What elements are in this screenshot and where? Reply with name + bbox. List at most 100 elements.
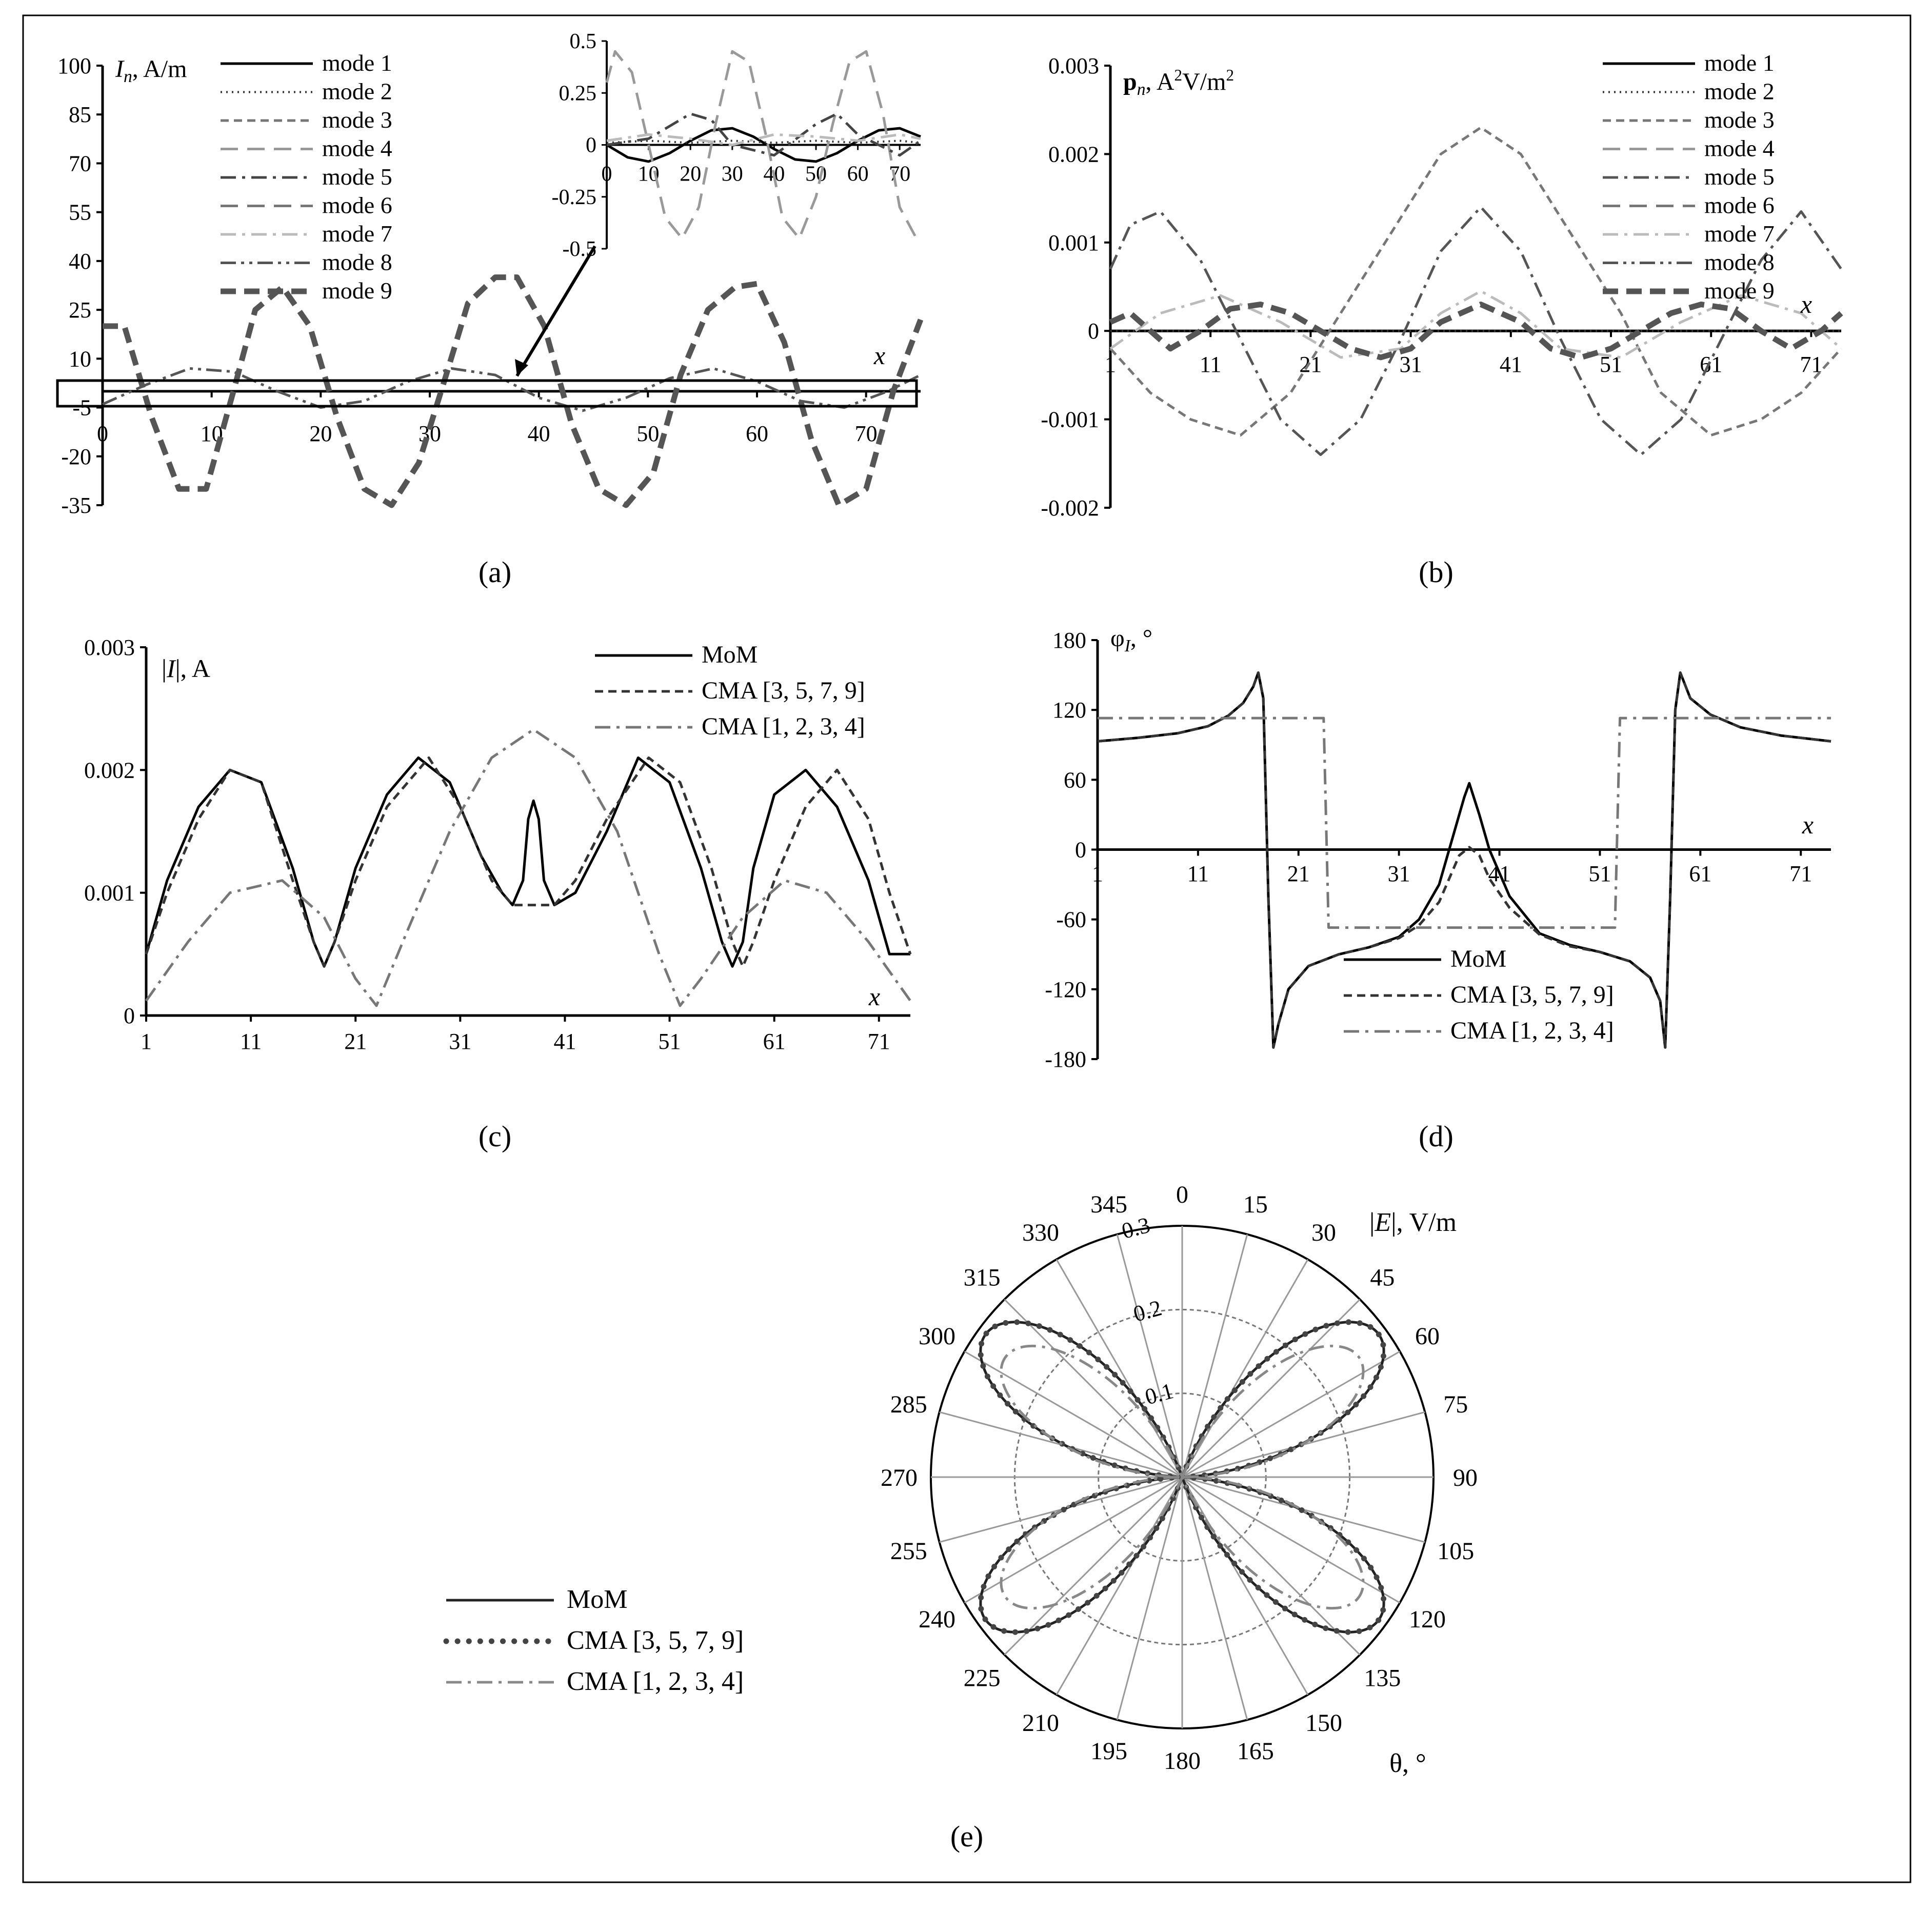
- theta-tick-label: 255: [890, 1538, 927, 1565]
- x-tick-label: 1: [1092, 861, 1103, 886]
- series-mode-9: [1109, 302, 1843, 361]
- x-tick-label: 31: [449, 1029, 471, 1054]
- panel-label-d: (d): [1419, 1120, 1453, 1153]
- series-mode-5: [1109, 206, 1843, 456]
- series-cma-3-5-7-9-: [1097, 671, 1831, 1049]
- legend-entry: mode 6: [1704, 192, 1775, 218]
- y-tick-label: -5: [72, 395, 91, 421]
- y-tick-label: 55: [69, 200, 91, 225]
- x-axis-label: x: [868, 982, 880, 1011]
- y-tick-label: 0: [1075, 838, 1086, 863]
- legend-entry: mode 8: [1704, 249, 1775, 275]
- x-tick-label: 1: [1105, 352, 1116, 377]
- polar-spoke: [1004, 1299, 1183, 1478]
- theta-tick-label: 315: [964, 1264, 1001, 1291]
- y-tick-label: 100: [57, 53, 91, 78]
- panel-label-b: (b): [1419, 555, 1453, 589]
- legend-entry: mode 7: [322, 221, 392, 247]
- legend-entry: mode 3: [1704, 107, 1775, 133]
- theta-tick-label: 210: [1022, 1709, 1059, 1737]
- y-tick-label: -60: [1056, 907, 1086, 932]
- r-axis-label-symbol: E: [1374, 1208, 1391, 1237]
- x-tick-label: 41: [553, 1029, 576, 1054]
- theta-tick-label: 345: [1090, 1191, 1127, 1218]
- legend-entry: CMA [3, 5, 7, 9]: [702, 677, 865, 704]
- inset-y-tick-label: 0.5: [570, 30, 597, 53]
- panel-label-a: (a): [479, 555, 511, 589]
- x-axis-label: x: [1802, 810, 1814, 839]
- y-tick-label: 0.003: [1048, 53, 1099, 78]
- polar-series-cma-1-2-3-4-: [1000, 1344, 1365, 1610]
- y-tick-label: -35: [61, 493, 91, 518]
- x-tick-label: 61: [763, 1029, 786, 1054]
- r-axis-label-rest: |, V/m: [1391, 1208, 1457, 1237]
- ylabel-rest: , °: [1130, 625, 1152, 652]
- series-mode-3: [1109, 126, 1842, 437]
- theta-tick-label: 285: [890, 1391, 927, 1418]
- polar-spoke: [1181, 1259, 1309, 1478]
- theta-tick-label: 90: [1453, 1464, 1478, 1491]
- ylabel-sub: I: [1124, 636, 1131, 655]
- panel-label-e: (e): [950, 1820, 983, 1853]
- y-tick-label: 0: [124, 1003, 135, 1028]
- inset-series-mode-4: [605, 50, 918, 240]
- x-tick-label: 21: [1299, 352, 1322, 377]
- y-axis-label: In, A/m: [115, 55, 187, 86]
- legend-entry: CMA [1, 2, 3, 4]: [1450, 1017, 1614, 1044]
- y-tick-label: 70: [69, 151, 91, 176]
- theta-tick-label: 180: [1164, 1747, 1201, 1775]
- panel-label-c: (c): [479, 1120, 511, 1153]
- x-tick-label: 1: [141, 1029, 152, 1054]
- y-tick-label: 10: [69, 346, 91, 371]
- x-tick-label: 21: [344, 1029, 367, 1054]
- panel-e: 0 15 30 45 60 75 90 105 120 135 150 165 180 195 210 225…: [443, 1181, 1478, 1778]
- r-axis-label-bar: |: [1369, 1208, 1375, 1237]
- legend-entry: CMA [3, 5, 7, 9]: [1450, 981, 1614, 1008]
- r-axis-label: |E|, V/m: [1369, 1208, 1457, 1237]
- y-tick-label: 40: [69, 249, 91, 274]
- theta-tick-label: 195: [1090, 1738, 1127, 1765]
- y-tick-label: -180: [1045, 1047, 1086, 1072]
- y-tick-label: -20: [61, 444, 91, 469]
- legend-entry: CMA [1, 2, 3, 4]: [702, 713, 865, 740]
- x-axis-label: x: [1800, 290, 1812, 318]
- inset-series-mode-5: [606, 112, 922, 157]
- polar-spoke: [1055, 1477, 1183, 1696]
- polar-spoke: [1055, 1259, 1183, 1478]
- ylabel-rest: , A: [1146, 68, 1174, 95]
- x-tick-label: 0: [97, 421, 108, 446]
- theta-tick-label: 120: [1409, 1606, 1446, 1633]
- theta-tick-label: 45: [1370, 1264, 1395, 1291]
- series-mode-7: [1109, 290, 1842, 359]
- y-tick-label: 0.001: [84, 881, 135, 906]
- theta-tick-label: 330: [1022, 1219, 1059, 1246]
- theta-tick-label: 135: [1364, 1664, 1401, 1691]
- y-tick-label: 0: [1088, 318, 1099, 344]
- legend-entry: mode 4: [322, 135, 392, 162]
- theta-tick-label: 270: [881, 1464, 918, 1491]
- zoom-arrow: [515, 245, 596, 377]
- polar-spoke: [1004, 1476, 1183, 1656]
- ylabel-symbol: I: [115, 55, 125, 83]
- inset-y-tick-label: 0.25: [559, 82, 597, 105]
- theta-tick-label: 15: [1243, 1191, 1268, 1218]
- legend-entry: MoM: [702, 641, 758, 668]
- x-tick-label: 11: [1187, 861, 1209, 886]
- legend-entry: mode 6: [322, 192, 392, 218]
- y-tick-label: 0.002: [1048, 142, 1099, 167]
- inset-y-tick-label: 0: [586, 134, 596, 157]
- x-tick-label: 41: [1500, 352, 1522, 377]
- ylabel-rest: V/m: [1182, 68, 1226, 95]
- ylabel-symbol: p: [1123, 68, 1137, 95]
- polar-spoke: [1181, 1299, 1361, 1478]
- theta-tick-label: 60: [1415, 1323, 1440, 1350]
- inset-x-tick-label: 0: [602, 163, 612, 186]
- r-tick-label: 0.1: [1142, 1378, 1176, 1410]
- inset-x-tick-label: 60: [847, 163, 869, 186]
- x-tick-label: 11: [240, 1029, 262, 1054]
- legend-entry: mode 8: [322, 249, 392, 275]
- polar-spoke: [1181, 1477, 1248, 1720]
